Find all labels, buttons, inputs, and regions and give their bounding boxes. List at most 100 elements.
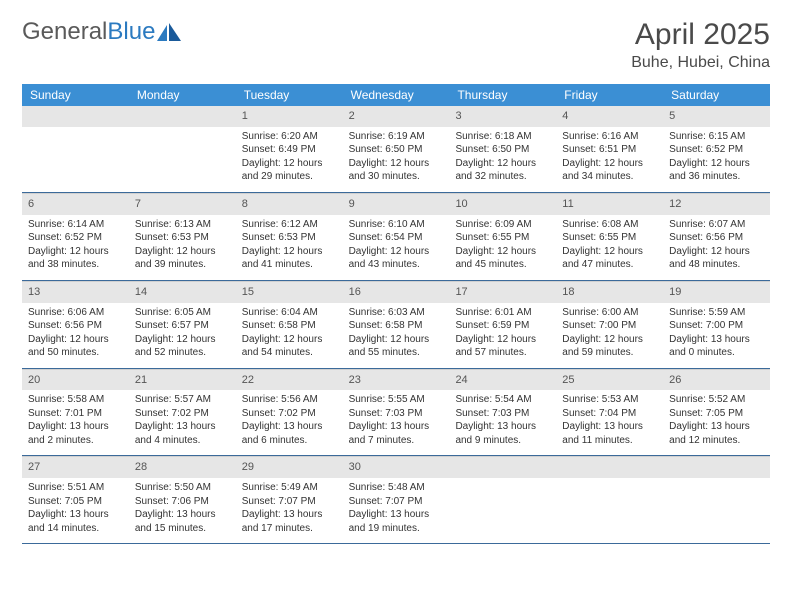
sunset-line: Sunset: 6:55 PM: [562, 231, 657, 245]
day-cell: 6Sunrise: 6:14 AMSunset: 6:52 PMDaylight…: [22, 193, 129, 280]
day-cell: 25Sunrise: 5:53 AMSunset: 7:04 PMDayligh…: [556, 369, 663, 456]
sunrise-line: Sunrise: 6:03 AM: [349, 306, 444, 320]
sunset-line: Sunset: 6:52 PM: [669, 143, 764, 157]
sunset-line: Sunset: 6:50 PM: [349, 143, 444, 157]
weeks-container: 1Sunrise: 6:20 AMSunset: 6:49 PMDaylight…: [22, 106, 770, 544]
sunset-line: Sunset: 7:04 PM: [562, 407, 657, 421]
sunrise-line: Sunrise: 5:58 AM: [28, 393, 123, 407]
day-number-empty: [663, 457, 770, 478]
day-number: 11: [556, 194, 663, 215]
day-cell: 5Sunrise: 6:15 AMSunset: 6:52 PMDaylight…: [663, 106, 770, 192]
day-number: 6: [22, 194, 129, 215]
day-cell: [449, 456, 556, 543]
logo-text: GeneralBlue: [22, 18, 155, 46]
day-number: 22: [236, 370, 343, 391]
sunrise-line: Sunrise: 5:51 AM: [28, 481, 123, 495]
day-number: 17: [449, 282, 556, 303]
sunset-line: Sunset: 6:50 PM: [455, 143, 550, 157]
day-cell: [556, 456, 663, 543]
day-cell: [129, 106, 236, 192]
day-cell: 18Sunrise: 6:00 AMSunset: 7:00 PMDayligh…: [556, 281, 663, 368]
day-cell: 2Sunrise: 6:19 AMSunset: 6:50 PMDaylight…: [343, 106, 450, 192]
weekday-header-row: SundayMondayTuesdayWednesdayThursdayFrid…: [22, 84, 770, 106]
day-cell: 11Sunrise: 6:08 AMSunset: 6:55 PMDayligh…: [556, 193, 663, 280]
day-number: 21: [129, 370, 236, 391]
sunrise-line: Sunrise: 6:08 AM: [562, 218, 657, 232]
sunrise-line: Sunrise: 5:50 AM: [135, 481, 230, 495]
day-number: 1: [236, 106, 343, 127]
daylight-line: Daylight: 13 hours and 17 minutes.: [242, 508, 337, 535]
day-cell: 9Sunrise: 6:10 AMSunset: 6:54 PMDaylight…: [343, 193, 450, 280]
day-cell: 30Sunrise: 5:48 AMSunset: 7:07 PMDayligh…: [343, 456, 450, 543]
day-number: 10: [449, 194, 556, 215]
daylight-line: Daylight: 12 hours and 57 minutes.: [455, 333, 550, 360]
day-number-empty: [556, 457, 663, 478]
day-number: 19: [663, 282, 770, 303]
sunrise-line: Sunrise: 5:55 AM: [349, 393, 444, 407]
sunrise-line: Sunrise: 6:15 AM: [669, 130, 764, 144]
day-cell: 27Sunrise: 5:51 AMSunset: 7:05 PMDayligh…: [22, 456, 129, 543]
sunset-line: Sunset: 7:03 PM: [455, 407, 550, 421]
sunset-line: Sunset: 6:54 PM: [349, 231, 444, 245]
sunset-line: Sunset: 6:58 PM: [242, 319, 337, 333]
sunset-line: Sunset: 7:07 PM: [349, 495, 444, 509]
day-cell: 13Sunrise: 6:06 AMSunset: 6:56 PMDayligh…: [22, 281, 129, 368]
daylight-line: Daylight: 12 hours and 55 minutes.: [349, 333, 444, 360]
day-number: 15: [236, 282, 343, 303]
day-cell: 12Sunrise: 6:07 AMSunset: 6:56 PMDayligh…: [663, 193, 770, 280]
day-number: 4: [556, 106, 663, 127]
day-number: 7: [129, 194, 236, 215]
week-row: 13Sunrise: 6:06 AMSunset: 6:56 PMDayligh…: [22, 281, 770, 369]
title-block: April 2025 Buhe, Hubei, China: [631, 18, 770, 72]
weekday-header: Thursday: [449, 84, 556, 106]
sunrise-line: Sunrise: 6:07 AM: [669, 218, 764, 232]
sunrise-line: Sunrise: 6:01 AM: [455, 306, 550, 320]
daylight-line: Daylight: 13 hours and 19 minutes.: [349, 508, 444, 535]
calendar: SundayMondayTuesdayWednesdayThursdayFrid…: [22, 84, 770, 544]
sunset-line: Sunset: 6:53 PM: [242, 231, 337, 245]
day-number: 2: [343, 106, 450, 127]
week-row: 6Sunrise: 6:14 AMSunset: 6:52 PMDaylight…: [22, 193, 770, 281]
day-cell: 29Sunrise: 5:49 AMSunset: 7:07 PMDayligh…: [236, 456, 343, 543]
day-number: 12: [663, 194, 770, 215]
day-cell: 8Sunrise: 6:12 AMSunset: 6:53 PMDaylight…: [236, 193, 343, 280]
sunrise-line: Sunrise: 6:00 AM: [562, 306, 657, 320]
daylight-line: Daylight: 13 hours and 14 minutes.: [28, 508, 123, 535]
daylight-line: Daylight: 12 hours and 43 minutes.: [349, 245, 444, 272]
header: GeneralBlue April 2025 Buhe, Hubei, Chin…: [22, 18, 770, 72]
daylight-line: Daylight: 13 hours and 4 minutes.: [135, 420, 230, 447]
daylight-line: Daylight: 12 hours and 52 minutes.: [135, 333, 230, 360]
weekday-header: Tuesday: [236, 84, 343, 106]
page-title: April 2025: [631, 18, 770, 52]
daylight-line: Daylight: 13 hours and 11 minutes.: [562, 420, 657, 447]
day-cell: 24Sunrise: 5:54 AMSunset: 7:03 PMDayligh…: [449, 369, 556, 456]
day-cell: 16Sunrise: 6:03 AMSunset: 6:58 PMDayligh…: [343, 281, 450, 368]
day-number: 20: [22, 370, 129, 391]
day-cell: [663, 456, 770, 543]
day-cell: 28Sunrise: 5:50 AMSunset: 7:06 PMDayligh…: [129, 456, 236, 543]
logo-word2: Blue: [107, 18, 155, 45]
daylight-line: Daylight: 13 hours and 0 minutes.: [669, 333, 764, 360]
daylight-line: Daylight: 12 hours and 45 minutes.: [455, 245, 550, 272]
daylight-line: Daylight: 13 hours and 9 minutes.: [455, 420, 550, 447]
sunset-line: Sunset: 6:53 PM: [135, 231, 230, 245]
day-cell: 19Sunrise: 5:59 AMSunset: 7:00 PMDayligh…: [663, 281, 770, 368]
week-row: 20Sunrise: 5:58 AMSunset: 7:01 PMDayligh…: [22, 369, 770, 457]
day-cell: 1Sunrise: 6:20 AMSunset: 6:49 PMDaylight…: [236, 106, 343, 192]
day-number: 3: [449, 106, 556, 127]
daylight-line: Daylight: 13 hours and 12 minutes.: [669, 420, 764, 447]
day-cell: 14Sunrise: 6:05 AMSunset: 6:57 PMDayligh…: [129, 281, 236, 368]
day-number: 26: [663, 370, 770, 391]
day-cell: 17Sunrise: 6:01 AMSunset: 6:59 PMDayligh…: [449, 281, 556, 368]
sunrise-line: Sunrise: 6:06 AM: [28, 306, 123, 320]
daylight-line: Daylight: 12 hours and 34 minutes.: [562, 157, 657, 184]
sunset-line: Sunset: 6:57 PM: [135, 319, 230, 333]
sunset-line: Sunset: 7:02 PM: [242, 407, 337, 421]
day-cell: 22Sunrise: 5:56 AMSunset: 7:02 PMDayligh…: [236, 369, 343, 456]
sunset-line: Sunset: 7:03 PM: [349, 407, 444, 421]
day-cell: 21Sunrise: 5:57 AMSunset: 7:02 PMDayligh…: [129, 369, 236, 456]
sunset-line: Sunset: 7:07 PM: [242, 495, 337, 509]
day-number: 28: [129, 457, 236, 478]
sunrise-line: Sunrise: 6:16 AM: [562, 130, 657, 144]
day-cell: 20Sunrise: 5:58 AMSunset: 7:01 PMDayligh…: [22, 369, 129, 456]
